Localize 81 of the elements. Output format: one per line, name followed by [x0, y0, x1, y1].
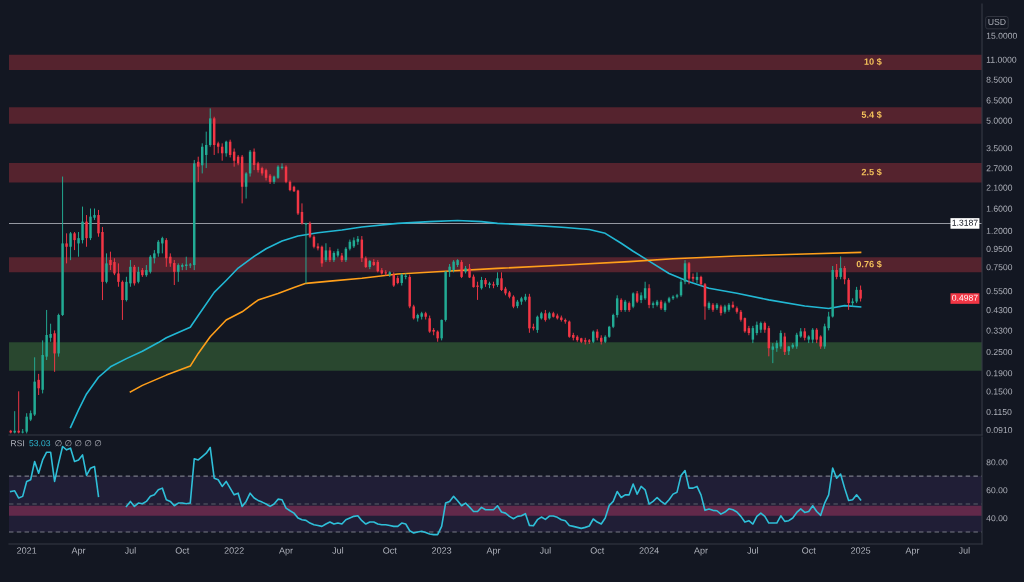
x-tick-label: Jul [958, 547, 970, 554]
chart-subtitle: 53.03 [29, 440, 51, 447]
candlestick [839, 255, 842, 280]
x-tick-label: 2024 [639, 547, 659, 554]
y-tick-label: 0.9500 [986, 245, 1013, 252]
candlestick [37, 373, 40, 396]
candlestick [177, 262, 180, 283]
candlestick [173, 259, 176, 286]
candlestick [476, 281, 479, 301]
y-tick-label: 0.4300 [986, 307, 1013, 314]
y-tick-label: 0.7500 [986, 264, 1013, 271]
candlestick [69, 231, 72, 261]
x-tick-label: Apr [905, 547, 920, 556]
y-tick-label: 8.5000 [986, 76, 1013, 83]
x-tick-label: Oct [590, 547, 605, 554]
band-label: 10 $ [864, 57, 882, 66]
candlestick [73, 231, 76, 251]
candlestick [675, 293, 679, 299]
y-tick-label: 0.5500 [986, 288, 1013, 295]
ref-line-label: 1.3187 [952, 219, 978, 226]
x-tick-label: Jul [539, 547, 551, 554]
y-tick-label: 1.6000 [986, 205, 1013, 212]
candlestick [53, 329, 56, 373]
y-tick-label: 0.1500 [986, 388, 1013, 395]
band-label: 5.4 $ [861, 110, 882, 119]
y-axis-title: USD [988, 18, 1006, 25]
candlestick [843, 265, 846, 285]
x-tick-label: 2021 [17, 547, 37, 554]
x-tick-label: Apr [279, 547, 293, 556]
y-tick-label: 40.00 [986, 515, 1008, 522]
y-tick-label: 0.2500 [986, 348, 1013, 356]
candlestick [847, 277, 850, 311]
y-tick-label: 15.0000 [986, 32, 1017, 39]
candlestick [89, 208, 92, 241]
x-tick-label: Jul [332, 547, 344, 554]
y-tick-label: 0.3300 [986, 327, 1013, 334]
candlestick [771, 342, 775, 364]
candlestick [85, 214, 88, 248]
y-tick-label: 0.1900 [986, 370, 1013, 377]
candlestick [109, 251, 112, 271]
x-tick-label: Jul [124, 547, 136, 554]
y-tick-label: 0.0910 [986, 427, 1013, 434]
candlestick [65, 232, 68, 264]
candlestick [304, 222, 308, 284]
y-tick-label: 1.2000 [986, 227, 1013, 234]
y-tick-label: 0.1150 [986, 408, 1012, 416]
y-tick-label: 11.0000 [986, 56, 1017, 63]
x-tick-label: 2022 [224, 547, 244, 554]
candlestick [81, 206, 84, 244]
x-tick-label: Oct [383, 547, 397, 554]
candlestick [165, 237, 168, 268]
y-tick-label: 6.5000 [986, 97, 1013, 104]
candlestick [149, 254, 152, 274]
candlestick [133, 264, 136, 287]
y-tick-label: 80.00 [986, 459, 1008, 466]
x-tick-label: 2023 [432, 547, 452, 554]
y-tick-label: 2.1000 [986, 184, 1013, 191]
candlestick [121, 279, 124, 321]
chart-title: RSI [11, 440, 25, 447]
candlestick [500, 271, 503, 292]
x-tick-label: Oct [802, 547, 816, 554]
candlestick [17, 390, 20, 434]
x-tick-label: Jul [747, 547, 759, 554]
x-tick-label: Apr [71, 547, 86, 556]
candlestick [105, 252, 108, 284]
band-label: 2.5 $ [861, 168, 882, 176]
y-tick-label: 60.00 [986, 487, 1008, 494]
x-tick-label: 2025 [851, 547, 871, 554]
candlestick [691, 272, 695, 283]
candlestick [651, 301, 655, 309]
x-tick-label: Oct [175, 547, 190, 554]
candlestick [117, 262, 120, 288]
x-tick-label: Apr [693, 547, 708, 556]
y-tick-label: 5.0000 [986, 117, 1013, 124]
x-tick-label: Apr [486, 547, 501, 556]
annotation: 0.4987 [952, 294, 978, 301]
candlestick [25, 412, 28, 434]
annotation: ∅ ∅ ∅ ∅ ∅ [55, 440, 102, 447]
band-label: 0.76 $ [856, 260, 882, 268]
y-tick-label: 3.5000 [986, 145, 1013, 152]
y-tick-label: 2.7000 [986, 165, 1013, 172]
